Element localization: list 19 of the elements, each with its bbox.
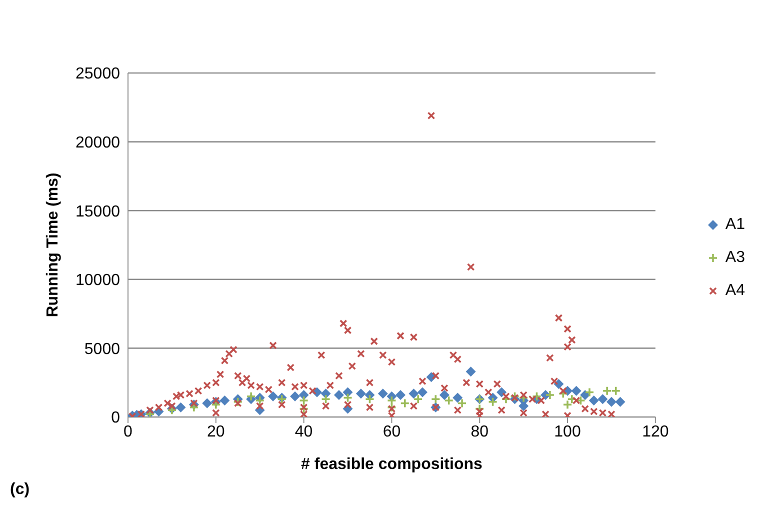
- x-tick-label: 120: [642, 423, 669, 440]
- legend-label: A4: [725, 282, 745, 300]
- x-tick-label: 60: [382, 423, 401, 440]
- x-tick-label: 80: [470, 423, 489, 440]
- y-tick-label: 0: [111, 410, 120, 427]
- legend-label: A3: [725, 248, 745, 266]
- y-axis-title: Running Time (ms): [44, 172, 62, 318]
- y-tick-label: 15000: [76, 203, 120, 220]
- x-axis-title: # feasible compositions: [301, 456, 482, 473]
- y-tick-label: 10000: [76, 272, 120, 290]
- x-tick-label: 40: [294, 423, 313, 440]
- text: (c): [10, 481, 30, 499]
- y-tick-label: 20000: [76, 134, 120, 152]
- x-tick-label: 20: [207, 423, 225, 440]
- y-tick-label: 5000: [84, 340, 120, 358]
- x-tick-label: 0: [124, 423, 133, 440]
- x-tick-label: 100: [554, 423, 581, 440]
- legend-label: A1: [725, 216, 745, 234]
- y-tick-label: 25000: [76, 66, 120, 83]
